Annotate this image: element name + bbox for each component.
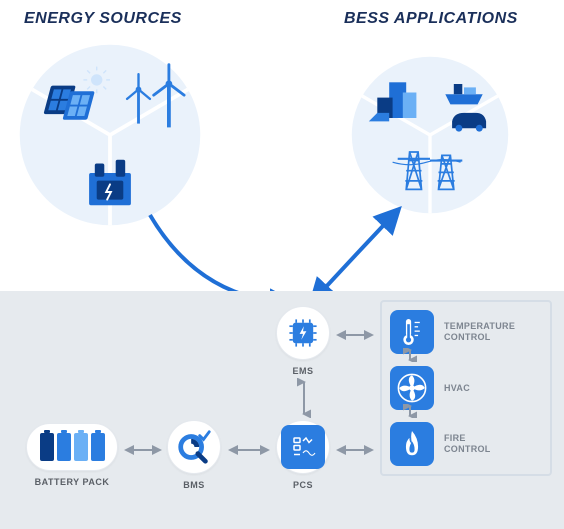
- ems-label: EMS: [292, 366, 313, 376]
- aux-label-temperature: TEMPERATURE CONTROL: [444, 321, 515, 343]
- pcs-icon: [276, 420, 330, 474]
- arrow-pcs-aux: [334, 443, 376, 457]
- title-bess-applications: BESS APPLICATIONS: [344, 10, 518, 28]
- aux-systems-box: TEMPERATURE CONTROL HVAC FIRE CONTROL: [380, 300, 552, 476]
- arrow-aux-hvac-fire: [403, 404, 417, 418]
- bms-icon: [167, 420, 221, 474]
- bess-applications-circle: [345, 50, 515, 220]
- pcs-label: PCS: [293, 480, 313, 490]
- node-bms: BMS: [167, 420, 221, 490]
- arrow-ems-aux: [334, 328, 376, 342]
- flame-icon: [390, 422, 434, 466]
- arrow-aux-temp-hvac: [403, 348, 417, 362]
- arrow-pcs-ems: [297, 378, 311, 418]
- aux-row-fire: FIRE CONTROL: [390, 422, 540, 466]
- title-energy-sources: ENERGY SOURCES: [24, 10, 182, 28]
- energy-sources-circle: [15, 40, 205, 230]
- aux-label-hvac: HVAC: [444, 383, 470, 394]
- aux-label-fire: FIRE CONTROL: [444, 433, 491, 455]
- ems-icon: [276, 306, 330, 360]
- bms-label: BMS: [183, 480, 205, 490]
- node-pcs: PCS: [276, 420, 330, 490]
- arrow-battery-bms: [122, 443, 164, 457]
- node-ems: EMS: [276, 306, 330, 376]
- node-battery-pack: BATTERY PACK: [26, 423, 118, 487]
- arrow-bms-pcs: [226, 443, 272, 457]
- battery-label: BATTERY PACK: [35, 477, 110, 487]
- battery-icon: [26, 423, 118, 471]
